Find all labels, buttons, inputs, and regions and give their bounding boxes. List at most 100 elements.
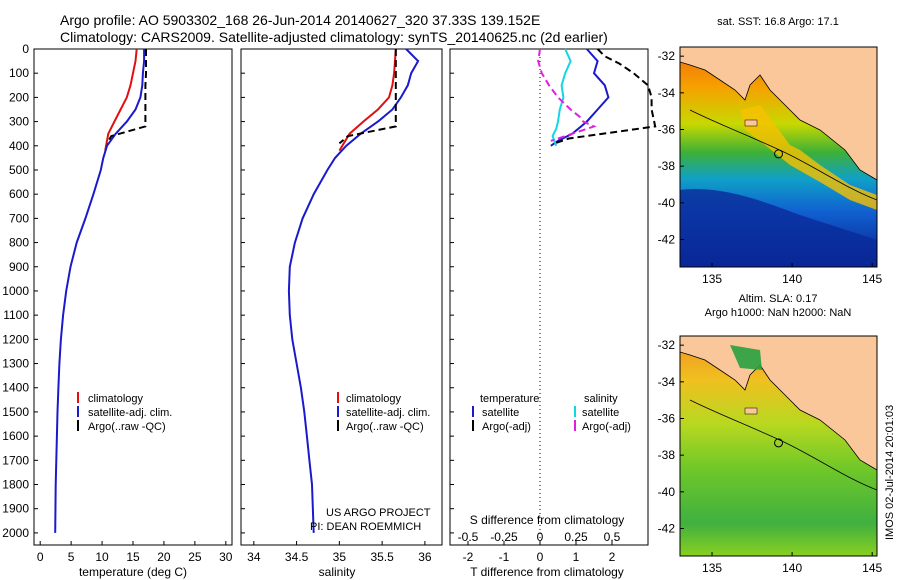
- sla-map: Altim. SLA: 0.17 Argo h1000: NaN h2000: …: [658, 293, 883, 575]
- difference-s-ticks: -0.5 -0.25 0 0.25 0.5: [458, 530, 621, 544]
- depth-tick-label: 1700: [2, 453, 29, 467]
- x-tick-label: 20: [157, 550, 171, 564]
- legend-temperature-title: temperature: [480, 393, 539, 405]
- s-tick-label: -0.25: [490, 530, 518, 544]
- legend-s-satellite: satellite-adj. clim.: [346, 407, 430, 419]
- difference-xlabel-top: S difference from climatology: [470, 513, 625, 527]
- temperature-legend: climatology satellite-adj. clim. Argo(..…: [77, 392, 172, 433]
- project-label: US ARGO PROJECT: [326, 507, 431, 519]
- depth-tick-label: 1400: [2, 381, 29, 395]
- x-tick-label: 36: [418, 550, 432, 564]
- x-tick-label: 25: [188, 550, 202, 564]
- legend-argo: Argo(..raw -QC): [88, 421, 166, 433]
- map-y-tick-label: -42: [658, 233, 676, 247]
- sst-map-frame: [679, 46, 878, 268]
- map-y-tick-label: -32: [658, 338, 676, 352]
- depth-tick-label: 600: [9, 187, 29, 201]
- x-tick-label: 0: [37, 550, 44, 564]
- series-line: [287, 48, 420, 533]
- header-line-1: Argo profile: AO 5903302_168 26-Jun-2014…: [60, 12, 540, 28]
- depth-tick-label: 400: [9, 139, 29, 153]
- sla-island: [744, 407, 758, 415]
- sst-map-title: sat. SST: 16.8 Argo: 17.1: [717, 16, 839, 28]
- series-line: [104, 48, 138, 151]
- sla-land: [680, 336, 877, 471]
- x-tick-label: 35.5: [370, 550, 394, 564]
- temperature-panel: 0100200300400500600700800900100011001200…: [2, 42, 454, 579]
- series-line: [54, 49, 146, 533]
- map-x-tick-label: 140: [782, 561, 802, 575]
- difference-frame: [449, 48, 649, 546]
- salinity-lines: [287, 48, 420, 533]
- depth-tick-label: 1600: [2, 429, 29, 443]
- depth-tick-label: 1900: [2, 502, 29, 516]
- sla-map-title2: Argo h1000: NaN h2000: NaN: [705, 307, 852, 319]
- series-line: [106, 49, 147, 144]
- sla-map-title: Altim. SLA: 0.17: [739, 293, 818, 305]
- s-tick-label: 0.25: [564, 530, 588, 544]
- depth-tick-label: 900: [9, 260, 29, 274]
- difference-legend: temperature satellite Argo(-adj) salinit…: [472, 393, 631, 433]
- map-x-tick-label: 145: [862, 561, 882, 575]
- x-tick-label: -2: [463, 550, 474, 564]
- x-tick-label: 15: [126, 550, 140, 564]
- temperature-xlabel: temperature (deg C): [79, 565, 187, 579]
- salinity-legend: climatology satellite-adj. clim. Argo(..…: [337, 392, 430, 433]
- depth-tick-label: 700: [9, 211, 29, 225]
- side-timestamp: IMOS 02-Jul-2014 20:01:03: [884, 405, 896, 540]
- difference-lines: [537, 48, 657, 147]
- temperature-lines: [54, 48, 147, 533]
- sla-track: [689, 399, 877, 491]
- map-x-tick-label: 145: [862, 272, 882, 286]
- sla-map-x-ticks: 135 140 145: [702, 552, 883, 575]
- depth-tick-label: 1300: [2, 357, 29, 371]
- map-y-tick-label: -42: [658, 522, 676, 536]
- s-tick-label: 0.5: [604, 530, 621, 544]
- salinity-xlabel: salinity: [319, 565, 356, 579]
- map-y-tick-label: -38: [658, 448, 676, 462]
- x-tick-label: 2: [609, 550, 616, 564]
- legend-salinity-title: salinity: [584, 393, 618, 405]
- sst-map-x-ticks: 135 140 145: [702, 263, 883, 286]
- header-line-2: Climatology: CARS2009. Satellite-adjuste…: [60, 29, 608, 45]
- difference-xlabel: T difference from climatology: [470, 565, 624, 579]
- sla-map-frame: [679, 335, 878, 557]
- salinity-x-ticks: 34 34.5 35 35.5 36: [247, 541, 432, 564]
- depth-tick-label: 2000: [2, 526, 29, 540]
- sst-argo-marker: [774, 149, 784, 159]
- salinity-panel: 34 34.5 35 35.5 36 salinity climatology sate…: [240, 48, 443, 579]
- sst-cold-patch: [680, 189, 877, 267]
- s-tick-label: -0.5: [458, 530, 479, 544]
- map-x-tick-label: 135: [702, 561, 722, 575]
- map-y-tick-label: -40: [658, 485, 676, 499]
- legend-t-argo: Argo(-adj): [482, 421, 531, 433]
- salinity-frame: [240, 48, 443, 546]
- legend-climatology: climatology: [88, 393, 144, 405]
- pi-label: PI: DEAN ROEMMICH: [310, 521, 421, 533]
- series-line: [550, 48, 610, 147]
- depth-tick-label: 1500: [2, 405, 29, 419]
- s-tick-label: 0: [537, 530, 544, 544]
- depth-ticks: 0 100 200 300 400 500 600 700 800 900 1000 1100 1200…: [2, 42, 454, 540]
- depth-tick-label: 300: [9, 115, 29, 129]
- x-tick-label: 35: [333, 550, 347, 564]
- depth-tick-label: 1800: [2, 478, 29, 492]
- legend-s-argo: Argo(..raw -QC): [346, 421, 424, 433]
- temperature-frame: [33, 48, 233, 546]
- sst-map: sat. SST: 16.8 Argo: 17.1 135 140 145 -32-…: [658, 16, 883, 286]
- map-x-tick-label: 140: [782, 272, 802, 286]
- x-tick-label: -1: [499, 550, 510, 564]
- depth-tick-label: 100: [9, 66, 29, 80]
- x-tick-label: 5: [68, 550, 75, 564]
- legend-s-argo-d: Argo(-adj): [582, 421, 631, 433]
- sla-map-y-ticks: -32 -34 -36 -38 -40 -42: [658, 338, 684, 536]
- temperature-x-ticks: 0 5 10 15 20 25 30: [37, 541, 233, 564]
- series-line: [338, 48, 397, 152]
- sla-argo-marker: [774, 438, 784, 448]
- x-tick-label: 30: [219, 550, 233, 564]
- legend-s-satellite-d: satellite: [582, 407, 619, 419]
- depth-tick-label: 0: [22, 42, 29, 56]
- depth-tick-label: 1200: [2, 332, 29, 346]
- legend-t-satellite: satellite: [482, 407, 519, 419]
